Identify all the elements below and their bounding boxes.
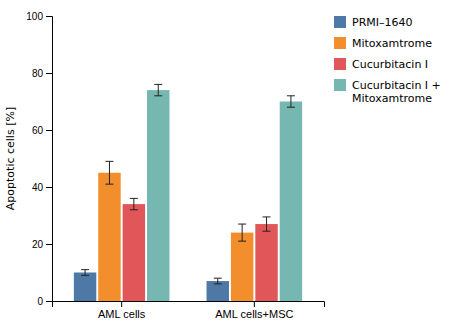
error-cap xyxy=(214,283,222,284)
error-bar xyxy=(263,217,271,231)
error-line xyxy=(217,278,218,284)
legend-swatch xyxy=(334,16,346,28)
legend: PRMI–1640 Mitoxamtrome Cucurbitacin I Cucur… xyxy=(334,16,441,105)
error-bar xyxy=(81,270,89,276)
x-axis: AML cells AML cells+MSC xyxy=(53,301,325,320)
bar xyxy=(123,204,145,301)
y-tick-mark xyxy=(46,301,52,302)
error-bar xyxy=(105,161,113,184)
error-line xyxy=(266,217,267,231)
y-tick-mark xyxy=(46,187,52,188)
marks xyxy=(74,84,302,301)
error-cap xyxy=(287,95,295,96)
legend-swatch xyxy=(334,58,346,70)
y-tick-label: 60 xyxy=(32,125,44,136)
bar xyxy=(98,173,120,301)
y-tick-label: 100 xyxy=(26,11,43,22)
y-tick-mark xyxy=(46,73,52,74)
y-axis-line xyxy=(46,17,53,302)
y-tick-mark xyxy=(46,130,52,131)
error-cap xyxy=(263,231,271,232)
series xyxy=(98,161,253,301)
error-line xyxy=(242,224,243,241)
y-axis-title: Apoptotic cells [%] xyxy=(4,107,17,210)
error-bar xyxy=(238,224,246,241)
error-line xyxy=(158,84,159,95)
legend-item: PRMI–1640 xyxy=(334,16,413,29)
x-tick-mark xyxy=(121,301,122,307)
x-tick: AML cells+MSC xyxy=(215,301,293,320)
error-cap xyxy=(263,216,271,217)
y-tick-label: 0 xyxy=(37,296,43,307)
error-cap xyxy=(81,269,89,270)
y-tick-label: 20 xyxy=(32,239,44,250)
error-bar xyxy=(154,84,162,95)
x-tick: AML cells xyxy=(98,301,146,320)
series xyxy=(147,84,302,301)
legend-label: Mitoxamtrome xyxy=(352,37,432,50)
legend-label: Cucurbitacin I +Mitoxamtrome xyxy=(352,79,441,105)
chart: 0 20 40 60 80 100 AML cells AML cells+MSC Apopto… xyxy=(0,0,474,335)
error-bar xyxy=(130,198,138,209)
error-bar xyxy=(214,278,222,284)
y-tick-label: 80 xyxy=(32,68,44,79)
y-tick: 100 xyxy=(26,11,52,22)
y-tick-mark xyxy=(46,244,52,245)
error-cap xyxy=(105,184,113,185)
error-line xyxy=(290,96,291,107)
y-tick: 0 xyxy=(37,296,52,307)
legend-swatch xyxy=(334,79,346,91)
y-tick-mark xyxy=(46,16,52,17)
x-tick-label: AML cells+MSC xyxy=(215,308,293,320)
legend-item: Mitoxamtrome xyxy=(334,37,432,50)
bar xyxy=(74,273,96,302)
x-tick-mark xyxy=(254,301,255,307)
error-cap xyxy=(130,209,138,210)
y-tick: 20 xyxy=(32,239,52,250)
legend-item: Cucurbitacin I +Mitoxamtrome xyxy=(334,79,441,105)
y-axis: 0 20 40 60 80 100 xyxy=(26,11,52,307)
plot: 0 20 40 60 80 100 AML cells AML cells+MSC Apopto… xyxy=(4,11,325,320)
error-cap xyxy=(287,107,295,108)
legend-swatch xyxy=(334,37,346,49)
error-bar xyxy=(287,96,295,107)
y-tick: 60 xyxy=(32,125,52,136)
error-cap xyxy=(238,241,246,242)
error-line xyxy=(85,270,86,276)
bar xyxy=(280,102,302,302)
bar xyxy=(231,233,253,301)
error-cap xyxy=(154,95,162,96)
y-tick: 40 xyxy=(32,182,52,193)
x-tick-label: AML cells xyxy=(98,308,146,320)
error-cap xyxy=(81,275,89,276)
error-cap xyxy=(238,224,246,225)
error-cap xyxy=(105,161,113,162)
y-tick-label: 40 xyxy=(32,182,44,193)
y-tick: 80 xyxy=(32,68,52,79)
bar xyxy=(147,90,169,301)
error-cap xyxy=(214,278,222,279)
legend-item: Cucurbitacin I xyxy=(334,58,428,71)
x-axis-line xyxy=(53,302,325,308)
bar xyxy=(255,224,277,301)
error-cap xyxy=(130,198,138,199)
series xyxy=(123,198,278,301)
legend-label: PRMI–1640 xyxy=(352,16,413,29)
error-line xyxy=(109,161,110,184)
bar xyxy=(207,281,229,301)
error-cap xyxy=(154,84,162,85)
error-line xyxy=(133,198,134,209)
legend-label: Cucurbitacin I xyxy=(352,58,428,71)
